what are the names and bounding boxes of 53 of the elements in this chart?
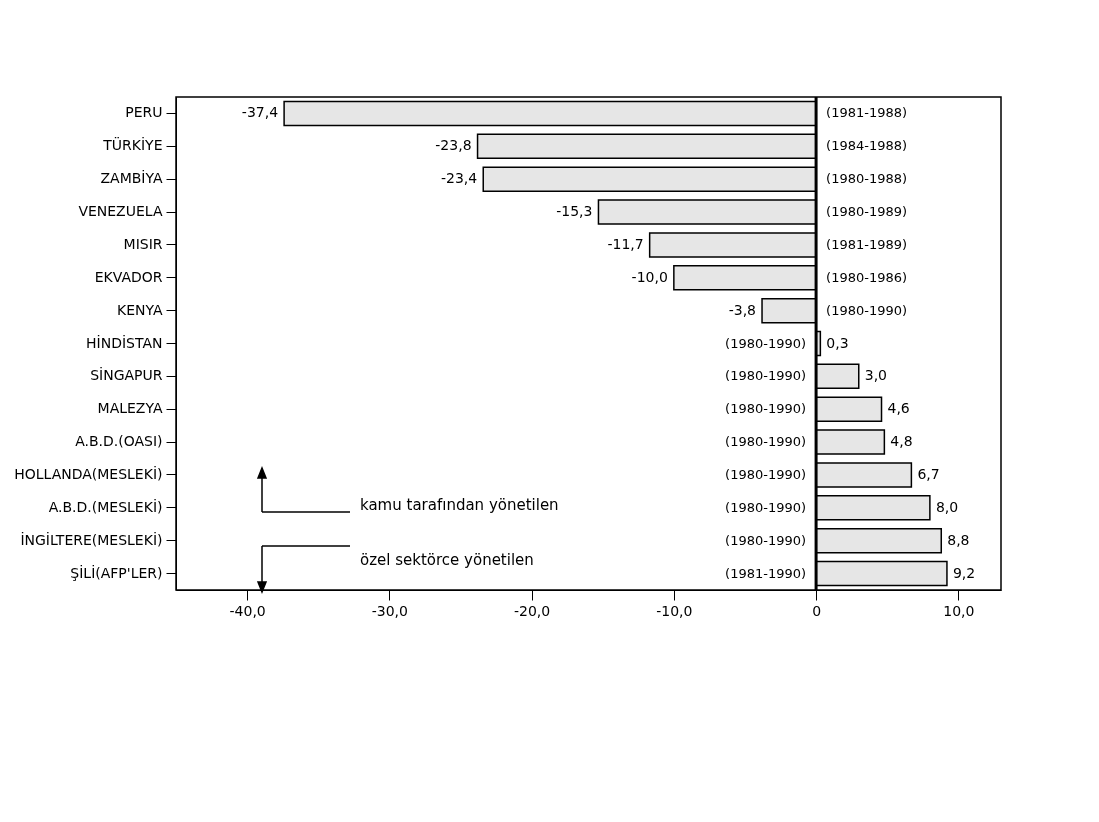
annotation: (1980-1989): [826, 204, 908, 220]
y-tick-label: KENYA: [116, 301, 163, 318]
data-label: -10,0: [631, 268, 668, 285]
y-tick-label: PERU: [125, 104, 163, 121]
data-label: 4,6: [887, 400, 910, 417]
y-tick-label: EKVADOR: [94, 268, 163, 285]
y-tick-label: A.B.D.(OASI): [75, 433, 163, 450]
data-label: -3,8: [728, 301, 757, 318]
y-tick-label: MISIR: [123, 235, 163, 252]
data-label: -23,4: [441, 170, 478, 187]
y-tick-label: SİNGAPUR: [90, 366, 163, 384]
y-tick-label: ZAMBİYA: [100, 169, 163, 187]
data-label: 9,2: [952, 564, 976, 581]
data-label: 8,8: [947, 531, 970, 548]
data-label: 6,7: [917, 465, 940, 482]
annotation: (1980-1990): [725, 434, 807, 450]
data-label: 3,0: [864, 367, 888, 384]
y-tick-label: ŞİLİ(AFP'LER): [70, 563, 163, 581]
annotation: (1980-1990): [725, 368, 807, 384]
x-tick-label: -10,0: [656, 602, 693, 619]
data-label: -37,4: [241, 104, 279, 121]
data-label: -15,3: [556, 203, 593, 220]
y-tick-label: A.B.D.(MESLEKİ): [48, 497, 163, 515]
annotation: (1980-1988): [826, 171, 908, 187]
data-label: 4,8: [890, 433, 913, 450]
annotation: (1980-1990): [725, 532, 807, 548]
annotation: (1980-1986): [826, 269, 908, 285]
annotation: (1981-1990): [725, 565, 807, 581]
y-tick-label: TÜRKİYE: [102, 136, 163, 154]
y-tick-label: HOLLANDA(MESLEKİ): [14, 464, 163, 482]
y-tick-label: VENEZUELA: [78, 203, 163, 220]
x-tick-label: -20,0: [513, 602, 551, 619]
annotation: (1980-1990): [725, 401, 807, 417]
data-label: 0,3: [826, 334, 849, 351]
annotation: kamu tarafından yönetilen: [360, 496, 559, 514]
annotation: (1980-1990): [826, 302, 908, 318]
x-tick-label: -40,0: [229, 602, 266, 619]
y-tick-label: MALEZYA: [97, 400, 163, 417]
x-tick-label: 0: [812, 602, 822, 619]
data-label: -11,7: [607, 235, 644, 252]
annotation: (1980-1990): [725, 499, 807, 515]
x-tick-label: -30,0: [371, 602, 408, 619]
y-tick-label: İNGİLTERE(MESLEKİ): [20, 530, 163, 548]
data-label: -23,8: [435, 137, 472, 154]
x-tick-label: 10,0: [943, 602, 975, 619]
annotation: özel sektörce yönetilen: [360, 551, 534, 569]
annotation: (1981-1988): [826, 105, 908, 121]
annotation: (1980-1990): [725, 466, 807, 482]
annotation: (1984-1988): [826, 138, 908, 154]
y-tick-label: HİNDİSTAN: [86, 333, 163, 351]
annotation: (1981-1989): [826, 236, 908, 252]
data-label: 8,0: [935, 498, 959, 515]
annotation: (1980-1990): [725, 335, 807, 351]
